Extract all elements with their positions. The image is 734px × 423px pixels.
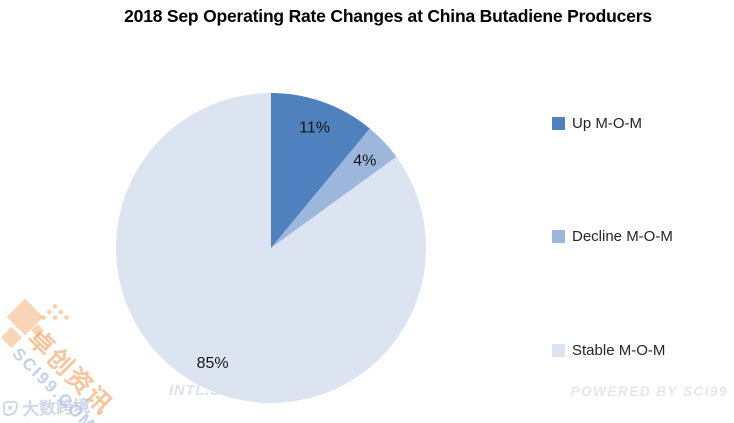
dashukuajing-text: 大数跨境 [21, 396, 91, 420]
dots-logo-icon [36, 300, 74, 338]
pie-slice-decline-m-o-m [271, 128, 397, 248]
chart-legend: Up M-O-M Decline M-O-M Stable M-O-M [552, 115, 722, 361]
diamond-logo-icon [6, 298, 44, 336]
sci99-chinese-watermark: 卓创资讯 [21, 324, 119, 421]
pie-chart: 11% 4% 85% [114, 91, 428, 405]
pie-data-label: 85% [197, 355, 229, 372]
diamond-logo-icon [31, 324, 44, 337]
sci99-domain-watermark: SCI99.COM [8, 344, 100, 423]
legend-item-up-m-o-m: Up M-O-M [552, 115, 642, 132]
pie-data-label: 11% [299, 120, 330, 137]
dashukuajing-logo-icon [2, 400, 19, 417]
chart-title: 2018 Sep Operating Rate Changes at China… [42, 4, 734, 29]
pie-slice-up-m-o-m [271, 93, 370, 248]
legend-label: Stable M-O-M [572, 342, 666, 359]
legend-label: Decline M-O-M [572, 228, 673, 245]
pie-svg: 11% 4% 85% [116, 93, 427, 403]
legend-item-decline-m-o-m: Decline M-O-M [552, 228, 673, 245]
legend-item-stable-m-o-m: Stable M-O-M [552, 342, 665, 359]
legend-swatch-icon [552, 230, 565, 243]
legend-swatch-icon [552, 117, 565, 130]
legend-label: Up M-O-M [572, 115, 642, 132]
chart-title-text: 2018 Sep Operating Rate Changes at China… [124, 6, 652, 26]
pie-slice-stable-m-o-m [116, 93, 427, 403]
diamond-logo-icon [0, 326, 23, 349]
pie-data-label: 4% [353, 152, 376, 169]
dashukuajing-watermark: 大数跨境 [2, 392, 91, 422]
powered-by-sci99-watermark: POWERED BY SCI99 [570, 384, 728, 399]
legend-swatch-icon [552, 344, 565, 357]
